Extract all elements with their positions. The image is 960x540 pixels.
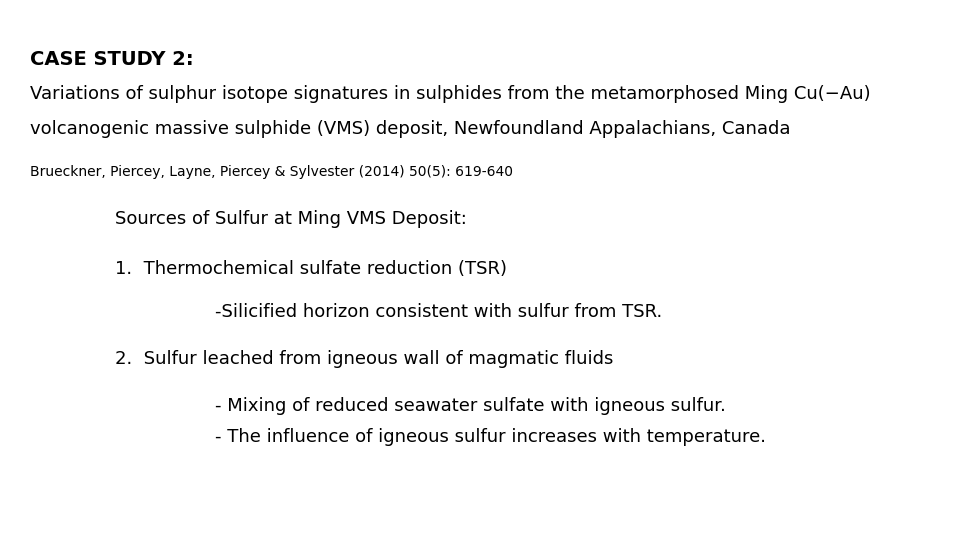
Text: -Silicified horizon consistent with sulfur from TSR.: -Silicified horizon consistent with sulf… [215,303,662,321]
Text: Sources of Sulfur at Ming VMS Deposit:: Sources of Sulfur at Ming VMS Deposit: [115,210,467,228]
Text: Variations of sulphur isotope signatures in sulphides from the metamorphosed Min: Variations of sulphur isotope signatures… [30,85,871,103]
Text: CASE STUDY 2:: CASE STUDY 2: [30,50,194,69]
Text: 2.  Sulfur leached from igneous wall of magmatic fluids: 2. Sulfur leached from igneous wall of m… [115,350,613,368]
Text: 1.  Thermochemical sulfate reduction (TSR): 1. Thermochemical sulfate reduction (TSR… [115,260,507,278]
Text: - Mixing of reduced seawater sulfate with igneous sulfur.: - Mixing of reduced seawater sulfate wit… [215,397,726,415]
Text: volcanogenic massive sulphide (VMS) deposit, Newfoundland Appalachians, Canada: volcanogenic massive sulphide (VMS) depo… [30,120,790,138]
Text: - The influence of igneous sulfur increases with temperature.: - The influence of igneous sulfur increa… [215,428,766,446]
Text: Brueckner, Piercey, Layne, Piercey & Sylvester (2014) 50(5): 619-640: Brueckner, Piercey, Layne, Piercey & Syl… [30,165,513,179]
